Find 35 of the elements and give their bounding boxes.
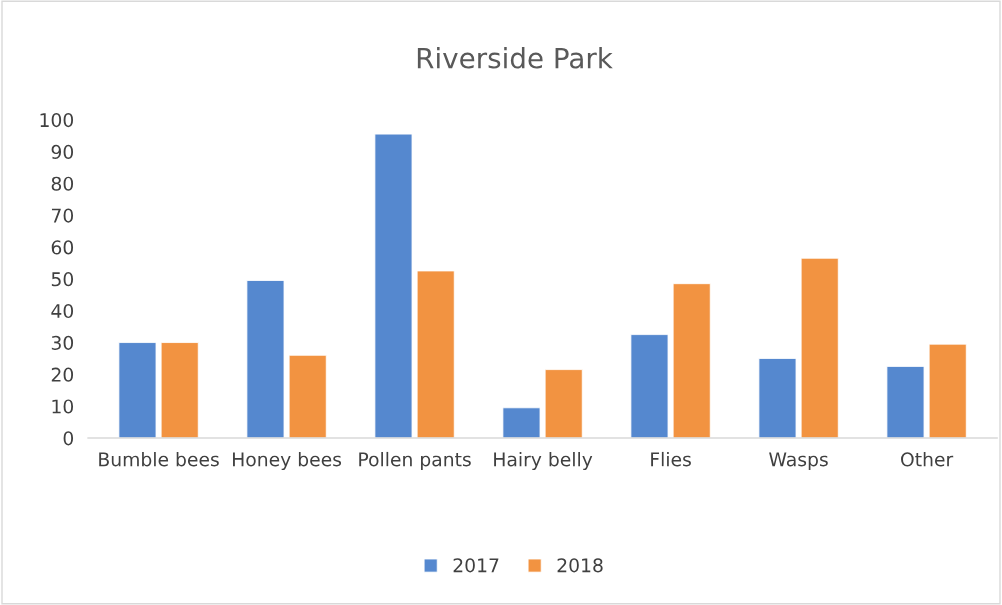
x-tick-label: Hairy belly: [494, 451, 593, 471]
y-tick-label: 20: [51, 367, 74, 382]
bar: [886, 366, 925, 439]
y-tick-label: 80: [51, 176, 74, 191]
y-tick-label: 40: [51, 303, 74, 319]
y-tick-label: 100: [40, 113, 74, 128]
bar: [288, 354, 327, 439]
bar: [118, 342, 157, 439]
y-tick-label: 0: [63, 431, 74, 446]
bar: [374, 133, 413, 439]
x-tick-label: Wasps: [769, 452, 828, 471]
bar: [800, 257, 839, 439]
bar: [416, 270, 455, 439]
bar: [160, 342, 199, 439]
bar: [672, 283, 711, 439]
y-tick-label: 30: [51, 335, 74, 350]
legend-label: 2017: [453, 558, 499, 573]
bar: [544, 369, 583, 439]
x-tick-label: Bumble bees: [99, 451, 219, 467]
x-tick-label: Pollen pants: [359, 451, 471, 471]
bar: [246, 280, 285, 439]
bar: [502, 407, 541, 439]
chart-title: Riverside Park: [417, 47, 613, 69]
y-tick-label: 50: [51, 272, 74, 287]
bar: [758, 358, 797, 439]
y-tick-label: 10: [52, 399, 74, 414]
x-tick-label: Honey bees: [233, 451, 342, 471]
x-tick-label: Flies: [651, 451, 691, 467]
y-tick-label: 90: [51, 144, 74, 159]
bar: [630, 334, 669, 439]
y-tick-label: 70: [51, 208, 74, 223]
bar: [928, 343, 967, 439]
x-tick-label: Other: [901, 451, 954, 467]
y-tick-label: 60: [51, 240, 74, 255]
legend-label: 2018: [557, 558, 603, 573]
